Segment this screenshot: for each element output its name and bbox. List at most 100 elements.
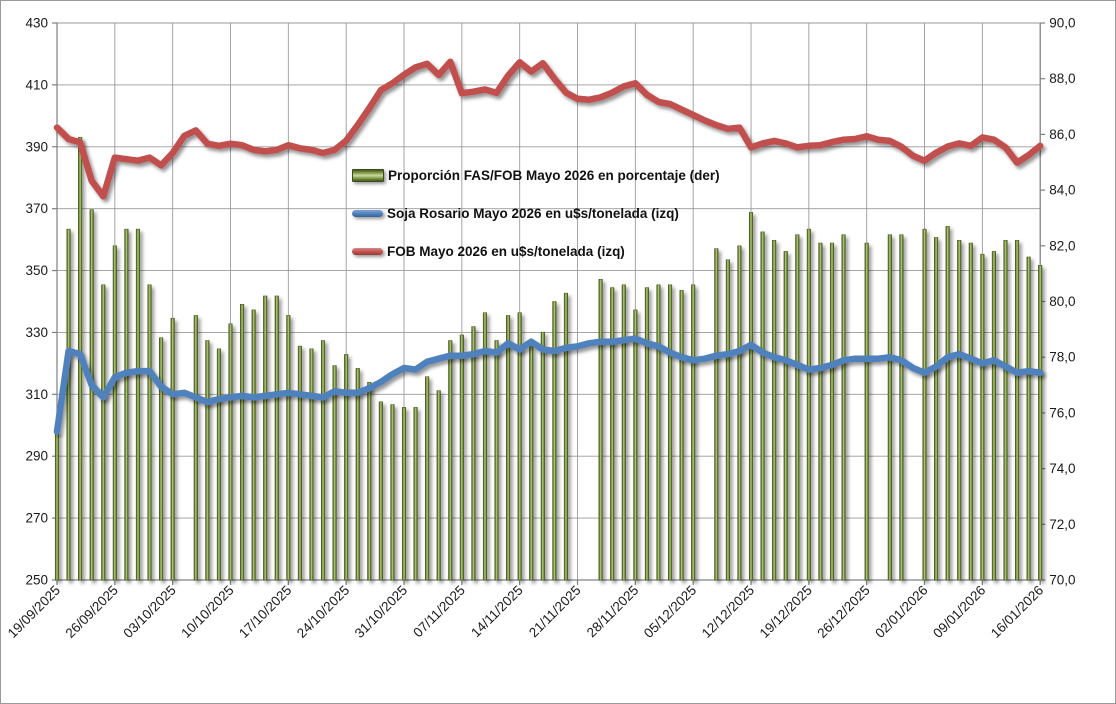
bar-09/01/2026 [980,253,985,581]
bar-25/11/2025 [598,278,603,581]
legend-label-soja-rosario: Soja Rosario Mayo 2026 en u$s/tonelada (… [387,206,679,221]
bar-15/12/2025 [760,231,765,581]
y-left-tick-label: 310 [25,387,48,402]
y-right-tick-label: 74,0 [1049,461,1075,476]
bar-30/10/2025 [390,404,395,581]
bar-01/10/2025 [147,284,152,581]
y-left-tick-label: 350 [25,263,48,278]
bar-26/11/2025 [610,287,615,581]
bar-26/09/2025 [112,245,117,581]
x-tick-label: 26/09/2025 [63,583,121,641]
bar-03/10/2025 [170,317,175,581]
bar-27/11/2025 [621,284,626,581]
x-tick-label: 16/01/2026 [988,583,1046,641]
bar-17/10/2025 [286,315,291,581]
y-right-tick-label: 80,0 [1049,294,1075,309]
bar-10/11/2025 [471,326,476,581]
soja-rosario-line [53,335,1044,435]
red-line-marker-icon [352,248,383,255]
bar-18/12/2025 [795,234,800,581]
bar-19/09/2025 [54,432,60,581]
y-right-tick-label: 78,0 [1049,350,1075,365]
bar-14/11/2025 [517,312,522,581]
y-left-tick-label: 370 [25,201,48,216]
bar-06/11/2025 [448,340,453,581]
bar-13/11/2025 [506,315,511,581]
y-right-tick-label: 76,0 [1049,405,1075,420]
bar-01/12/2025 [644,287,649,581]
bar-04/12/2025 [679,290,684,581]
bar-12/01/2026 [991,251,996,581]
x-tick-label: 07/11/2025 [410,583,468,641]
bar-16/01/2026 [1038,265,1043,581]
bar-23/10/2025 [332,365,337,581]
y-left-tick-label: 430 [25,16,48,31]
y-left-tick-label: 270 [25,511,48,526]
bar-15/10/2025 [263,295,268,581]
bar-07/11/2025 [459,334,464,581]
bar-series-marker-icon [352,169,384,182]
bar-26/12/2025 [864,242,869,581]
blue-line-marker-icon [352,210,383,217]
bar-30/09/2025 [135,228,141,581]
y-right-tick-label: 72,0 [1049,517,1075,532]
bar-29/10/2025 [378,401,383,581]
bar-12/12/2025 [748,212,754,581]
bar-15/01/2026 [1026,256,1031,581]
bar-12/11/2025 [494,340,499,581]
bar-24/10/2025 [344,354,349,581]
bar-23/12/2025 [829,242,835,581]
bar-07/10/2025 [193,315,198,581]
bar-03/11/2025 [413,407,418,581]
bar-13/01/2026 [1003,239,1008,581]
x-tick-label: 24/10/2025 [294,583,352,641]
bar-14/01/2026 [1015,239,1020,581]
legend-item-soja-rosario: Soja Rosario Mayo 2026 en u$s/tonelada (… [352,203,720,224]
bar-08/01/2026 [968,242,973,581]
bar-21/10/2025 [309,348,314,581]
x-tick-label: 19/09/2025 [5,583,63,641]
bar-14/10/2025 [251,309,256,581]
legend-label-fob: FOB Mayo 2026 en u$s/tonelada (izq) [387,244,625,259]
bar-02/12/2025 [656,284,661,581]
bar-20/11/2025 [563,292,569,581]
bar-25/09/2025 [101,284,106,581]
y-right-tick-label: 84,0 [1049,183,1075,198]
y-right-tick-label: 70,0 [1049,573,1075,588]
bar-17/12/2025 [783,251,788,581]
bar-24/12/2025 [841,234,846,581]
bar-08/10/2025 [205,340,210,581]
gridlines [56,22,1041,580]
legend-label-fas-fob: Proporción FAS/FOB Mayo 2026 en porcenta… [388,168,720,183]
bar-28/10/2025 [367,382,372,581]
x-tick-label: 02/01/2026 [872,583,930,641]
bar-13/10/2025 [240,304,245,581]
bar-22/10/2025 [320,340,326,581]
bar-03/12/2025 [668,284,673,581]
bar-09/12/2025 [714,248,719,581]
bar-05/01/2026 [934,237,939,581]
bar-02/01/2026 [922,228,927,581]
x-tick-label: 31/10/2025 [352,583,410,641]
y-left-tick-label: 290 [25,449,48,464]
bar-17/11/2025 [529,345,534,581]
bar-18/11/2025 [540,331,545,581]
bar-04/11/2025 [425,376,430,581]
bar-30/12/2025 [887,234,892,581]
x-tick-label: 10/10/2025 [178,583,236,641]
bar-16/12/2025 [772,239,777,581]
bar-28/11/2025 [633,309,638,581]
axis-labels: 250 270 290 310 330 350 370 390 410 430 70,0 72,0 74… [5,16,1076,641]
y-right-tick-label: 82,0 [1049,238,1075,253]
bar-22/12/2025 [818,242,823,581]
x-tick-label: 17/10/2025 [236,583,294,641]
bar-10/12/2025 [725,259,730,581]
x-tick-label: 19/12/2025 [757,583,815,641]
y-right-tick-label: 86,0 [1049,127,1075,142]
bar-31/10/2025 [401,407,407,581]
bar-02/10/2025 [159,337,164,581]
bar-31/12/2025 [899,234,904,581]
bar-05/12/2025 [691,284,696,581]
